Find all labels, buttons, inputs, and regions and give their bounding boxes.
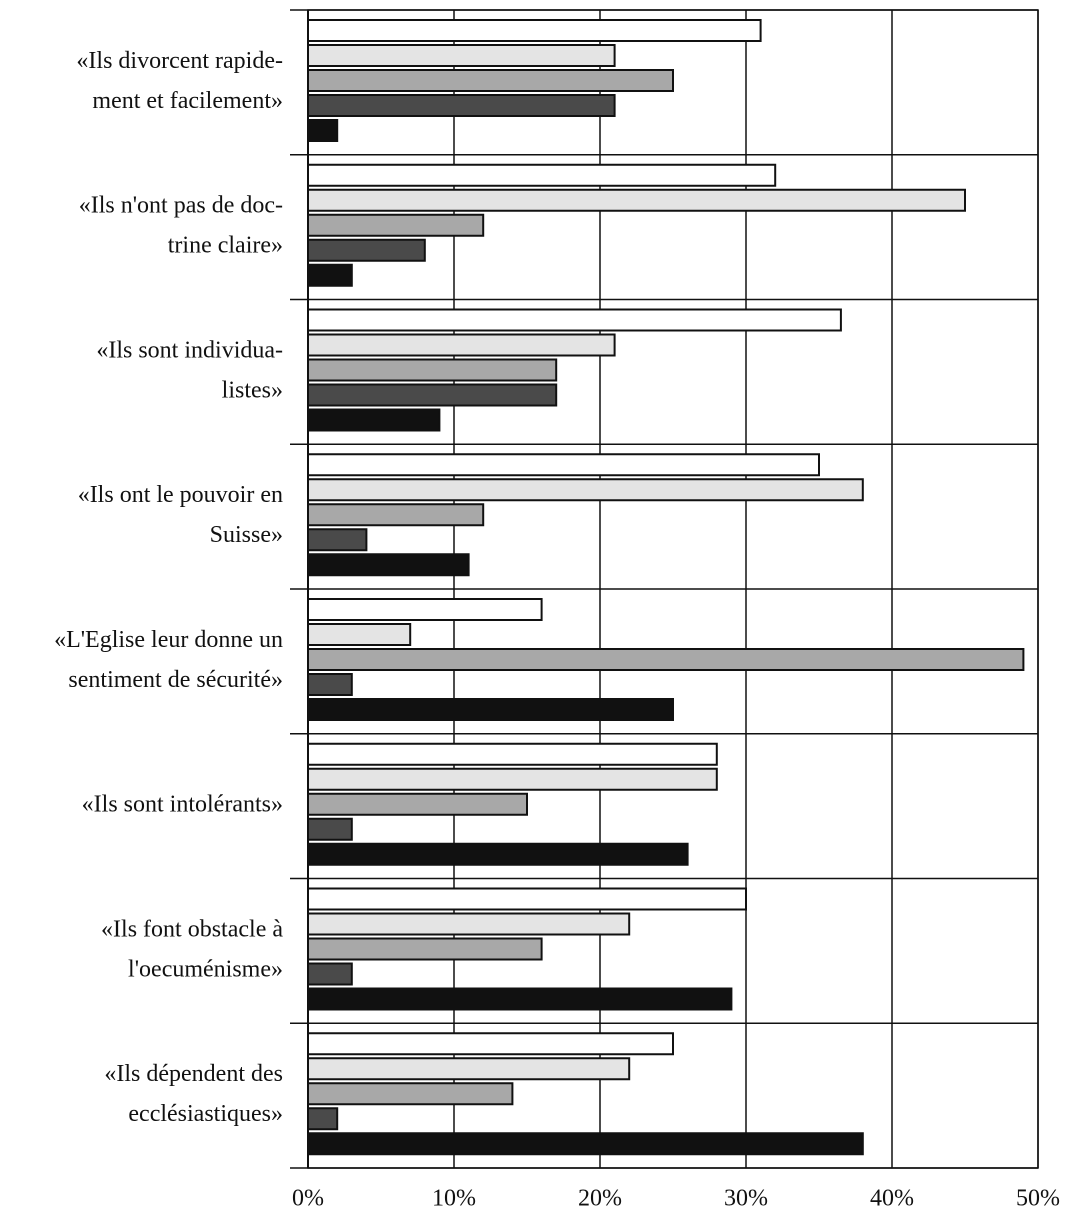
category-label: listes» <box>222 377 283 403</box>
bar <box>307 937 543 961</box>
x-tick-label: 50% <box>1016 1186 1060 1212</box>
category-label: Suisse» <box>210 522 283 548</box>
bar <box>307 987 733 1011</box>
bar <box>307 188 966 212</box>
bar <box>307 623 412 646</box>
bar <box>307 163 777 187</box>
x-tick-label: 20% <box>578 1186 622 1212</box>
bar <box>307 238 426 262</box>
bar <box>307 408 441 432</box>
bar <box>307 553 470 577</box>
bar <box>307 213 485 237</box>
category-label: «L'Eglise leur donne un <box>54 627 283 653</box>
bar <box>307 742 718 766</box>
bar <box>307 528 368 552</box>
bar <box>307 598 543 621</box>
x-tick-label: 40% <box>870 1186 914 1212</box>
bar <box>307 698 674 721</box>
bar <box>307 263 353 287</box>
category-label: l'oecuménisme» <box>128 956 283 982</box>
category-label: «Ils sont individua- <box>96 337 283 363</box>
x-tick-label: 10% <box>432 1186 476 1212</box>
bar <box>307 1057 631 1081</box>
bar <box>307 119 339 142</box>
bar <box>307 69 674 92</box>
bar <box>307 1082 514 1106</box>
bar <box>307 1032 674 1056</box>
category-label: «Ils font obstacle à <box>101 916 283 942</box>
category-label: «Ils sont intolérants» <box>82 792 283 818</box>
bar <box>307 383 558 407</box>
category-label: «Ils ont le pouvoir en <box>78 482 283 508</box>
bar <box>307 842 689 866</box>
bar <box>307 478 864 502</box>
bar <box>307 453 820 477</box>
bar <box>307 962 353 986</box>
bar <box>307 1107 339 1131</box>
category-label: ecclésiastiques» <box>128 1101 283 1127</box>
bar <box>307 673 353 696</box>
category-label: «Ils n'ont pas de doc- <box>79 193 283 219</box>
bar <box>307 358 558 382</box>
category-label: «Ils divorcent rapide- <box>76 48 283 74</box>
x-tick-label: 0% <box>292 1186 324 1212</box>
bar <box>307 648 1025 671</box>
bar <box>307 333 616 357</box>
x-tick-label: 30% <box>724 1186 768 1212</box>
category-label: ment et facilement» <box>92 88 283 114</box>
bar <box>307 792 528 816</box>
bar <box>307 308 842 332</box>
bar <box>307 767 718 791</box>
bar <box>307 503 485 527</box>
bar <box>307 912 631 936</box>
bar <box>307 817 353 841</box>
bar <box>307 94 616 117</box>
category-label: trine claire» <box>168 233 283 259</box>
bar <box>307 44 616 67</box>
bar <box>307 19 762 42</box>
category-label: sentiment de sécurité» <box>68 667 283 693</box>
bar <box>307 1132 864 1156</box>
category-label: «Ils dépendent des <box>104 1061 283 1087</box>
bar <box>307 887 747 911</box>
